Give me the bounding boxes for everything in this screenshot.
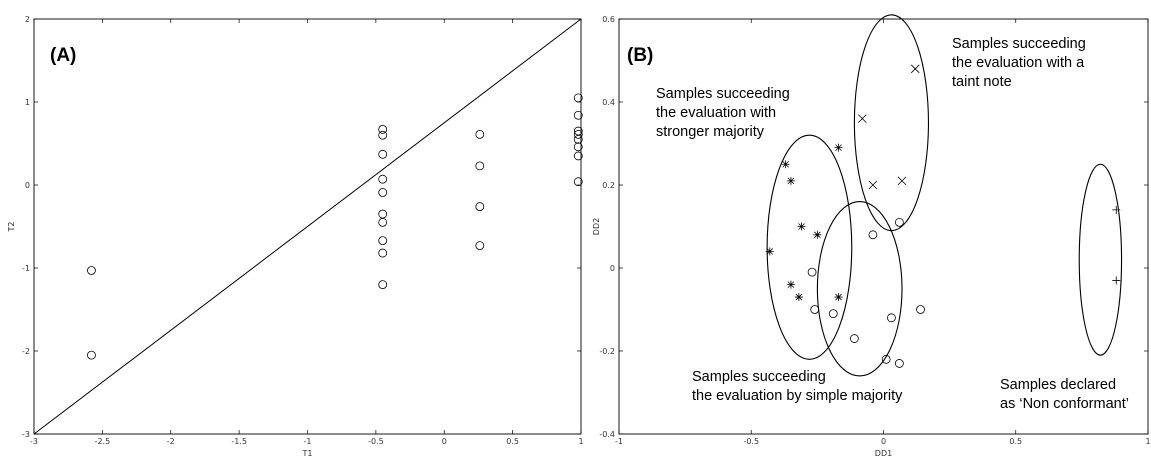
panel-b: -1 -0.5 0 0.5 1 -0.4 -0.2 0 0.2 0.4 0.6 DD1 DD2 (B) Sa…: [592, 14, 1151, 458]
x-tick-label: -1: [304, 437, 312, 446]
data-point-asterisk: [834, 293, 843, 302]
x-tick-label: -1: [615, 437, 623, 446]
data-point-circle: [475, 202, 485, 211]
data-point-circle: [475, 241, 485, 250]
data-point-circle: [87, 266, 96, 275]
group-ellipse: [853, 14, 930, 232]
data-point-circle: [887, 313, 896, 323]
data-point-asterisk: [813, 230, 822, 239]
data-point-circle: [378, 149, 388, 159]
group-annotation-line: stronger majority: [656, 124, 765, 140]
group-annotation-line: the evaluation with: [656, 105, 776, 121]
x-tick-label: 0: [881, 437, 886, 446]
reference-line: [33, 18, 582, 435]
data-point-circle: [573, 129, 583, 139]
data-point-circle: [378, 280, 388, 290]
y-tick-label: 0.2: [602, 181, 615, 190]
panel-label: (B): [627, 45, 653, 66]
x-tick-label: 0.5: [1009, 437, 1022, 446]
x-tick-label: -2.5: [95, 437, 111, 446]
x-tick-label: -0.5: [743, 437, 759, 446]
x-tick-label: 1: [578, 437, 583, 446]
y-axis-label: T2: [7, 222, 16, 233]
data-point-plus: [1112, 276, 1121, 285]
y-tick-label: 0.4: [602, 98, 615, 107]
x-tick-label: 1: [1145, 437, 1150, 446]
y-tick-label: -0.2: [599, 347, 615, 356]
y-tick-label: -0.4: [599, 430, 615, 439]
data-point-circle: [378, 124, 388, 134]
data-point-circle: [916, 305, 925, 314]
data-point-circle: [573, 110, 583, 120]
x-axis-label: DD1: [875, 449, 892, 458]
data-point-asterisk: [786, 280, 795, 289]
data-point-circle: [894, 217, 904, 227]
data-point-circle: [378, 188, 388, 197]
x-tick-label: 0: [442, 437, 447, 446]
group-annotation-line: taint note: [952, 74, 1012, 90]
data-point-circle: [573, 93, 583, 103]
data-point-circle: [573, 151, 583, 161]
x-axis-label: T1: [302, 449, 313, 458]
data-point-circle: [573, 142, 583, 152]
x-tick-label: -1.5: [231, 437, 247, 446]
y-tick-label: -2: [22, 347, 30, 356]
data-point-x: [897, 176, 907, 186]
x-tick-label: -0.5: [368, 437, 384, 446]
data-point-circle: [378, 174, 388, 184]
data-point-circle: [378, 248, 388, 258]
data-point-asterisk: [781, 160, 790, 169]
data-point-circle: [894, 359, 904, 368]
y-tick-label: -3: [22, 430, 30, 439]
panel-label: (A): [50, 45, 76, 66]
data-point-circle: [828, 309, 838, 319]
data-point-circle: [378, 217, 388, 227]
y-tick-label: -1: [22, 264, 30, 273]
y-tick-label: 0: [610, 264, 615, 273]
x-tick-label: -3: [30, 437, 38, 446]
data-point-circle: [573, 134, 583, 144]
group-annotation-line: Samples declared: [1000, 377, 1116, 393]
data-point-circle: [378, 236, 388, 246]
data-point-x: [868, 180, 878, 190]
data-point-circle: [87, 350, 96, 360]
y-tick-label: 0: [25, 181, 30, 190]
data-point-circle: [378, 130, 388, 140]
data-point-circle: [810, 305, 820, 314]
group-ellipse: [1078, 163, 1123, 356]
data-point-circle: [868, 230, 878, 240]
group-annotation-line: Samples succeeding: [952, 36, 1086, 52]
group-annotation-line: the evaluation by simple majority: [692, 388, 903, 404]
group-annotation-line: the evaluation with a: [952, 55, 1085, 71]
data-point-x: [858, 114, 867, 123]
panel-a: -3 -2.5 -2 -1.5 -1 -0.5 0 0.5 1 -3 -2 -1 0 1 2 T1 T2 (A): [7, 15, 584, 458]
data-point-asterisk: [794, 293, 803, 302]
x-tick-label: -2: [167, 437, 175, 446]
data-point-circle: [807, 267, 817, 277]
data-point-asterisk: [786, 176, 795, 185]
data-point-circle: [573, 177, 583, 187]
data-point-asterisk: [834, 143, 843, 152]
data-point-circle: [881, 354, 891, 364]
data-point-asterisk: [797, 222, 806, 231]
group-ellipse: [766, 134, 853, 360]
group-ellipse: [816, 201, 903, 377]
data-point-circle: [378, 209, 388, 219]
y-tick-label: 0.6: [602, 15, 615, 24]
data-point-circle: [475, 129, 485, 139]
y-tick-label: 2: [25, 15, 30, 24]
y-tick-label: 1: [25, 98, 30, 107]
x-tick-label: 0.5: [506, 437, 519, 446]
data-point-circle: [475, 161, 485, 171]
data-point-asterisk: [765, 247, 774, 256]
y-axis-label: DD2: [592, 218, 601, 235]
data-point-plus: [1112, 205, 1121, 214]
group-annotation-line: as ‘Non conformant’: [1000, 396, 1129, 412]
data-point-x: [910, 64, 920, 74]
group-annotation-line: Samples succeeding: [656, 86, 790, 102]
group-annotation-line: Samples succeeding: [692, 369, 826, 385]
data-point-circle: [850, 334, 859, 343]
